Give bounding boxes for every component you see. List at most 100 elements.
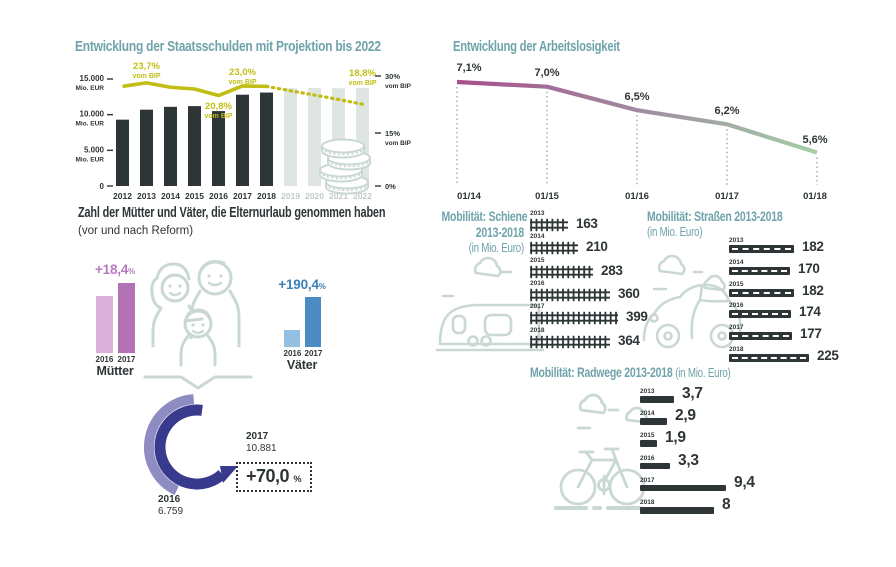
- bar-value: 177: [800, 326, 822, 342]
- mothers-label: Mütter: [96, 364, 134, 378]
- svg-text:vom BIP: vom BIP: [228, 79, 256, 86]
- road-bar: [729, 245, 794, 253]
- svg-text:Mio. EUR: Mio. EUR: [75, 85, 104, 92]
- debt-bar-2020: [308, 87, 321, 186]
- fathers-change-label: +190,4%: [278, 277, 326, 292]
- year-label: 2016: [530, 279, 545, 287]
- bike-row-2018: 2018 8: [640, 496, 731, 514]
- svg-text:15.000: 15.000: [80, 74, 105, 83]
- svg-text:20,8%: 20,8%: [205, 101, 232, 112]
- donut-arrowhead: [220, 466, 238, 483]
- bar-value: 182: [802, 239, 824, 254]
- debt-bar-2014: [164, 106, 177, 186]
- year-label: 2016: [729, 302, 744, 310]
- road-row-2017: 2017 177: [729, 324, 822, 341]
- rail-title-line1: Mobilität: Schiene: [441, 208, 528, 224]
- parental-leave-subtitle: (vor und nach Reform): [78, 225, 194, 237]
- mothers-change-label: +18,4%: [94, 262, 136, 277]
- svg-text:2017: 2017: [233, 191, 252, 201]
- bike-bar: [640, 440, 657, 447]
- bike-row-2017: 2017 9,4: [640, 474, 755, 492]
- unemployment-chart-title: Entwicklung der Arbeitslosigkeit: [453, 38, 620, 55]
- bar-value: 283: [601, 262, 623, 278]
- svg-text:2012: 2012: [113, 191, 132, 201]
- svg-text:0: 0: [100, 182, 105, 191]
- bike-row-2016: 2016 3,3: [640, 452, 699, 470]
- rail-row-2015: 2015 283: [530, 256, 623, 279]
- year-label: 2014: [530, 233, 545, 241]
- year-label: 2015: [640, 432, 655, 440]
- rail-row-2014: 2014 210: [530, 233, 608, 255]
- bar-value: 210: [586, 239, 608, 255]
- debt-chart-section: Entwicklung der Staatsschulden mit Proje…: [75, 38, 415, 206]
- parental-leave-section: Zahl der Mütter und Väter, die Elternurl…: [78, 205, 418, 550]
- bar-value: 8: [722, 496, 731, 513]
- svg-text:0%: 0%: [385, 182, 396, 191]
- bar-value: 225: [817, 348, 839, 363]
- bar-value: 1,9: [665, 429, 686, 447]
- debt-bar-2018: [260, 92, 273, 186]
- debt-bar-2012: [116, 119, 129, 186]
- svg-text:2015: 2015: [185, 191, 204, 201]
- train-icon: [435, 256, 545, 352]
- mothers-bar-2016: [95, 296, 113, 353]
- rail-row-2018: 2018 364: [530, 326, 640, 349]
- svg-text:vom BIP: vom BIP: [204, 113, 232, 120]
- bar-value: 364: [618, 332, 640, 348]
- svg-text:Mio. EUR: Mio. EUR: [75, 121, 104, 128]
- parental-leave-title: Zahl der Mütter und Väter, die Elternurl…: [78, 205, 386, 221]
- bar-value: 3,3: [678, 451, 699, 469]
- svg-text:2019: 2019: [281, 191, 300, 201]
- svg-text:01/17: 01/17: [715, 191, 739, 202]
- bike-bar: [640, 396, 674, 403]
- road-title-unit: (in Mio. Euro): [647, 224, 703, 239]
- year-label: 2015: [530, 256, 545, 264]
- svg-text:23,7%: 23,7%: [133, 61, 160, 72]
- donut-change-box: +70,0 %: [236, 462, 312, 492]
- svg-text:2021: 2021: [329, 191, 348, 201]
- donut-2016-label: 2016 6.759: [158, 494, 184, 517]
- svg-text:7,1%: 7,1%: [456, 62, 481, 74]
- year-label: 2018: [530, 326, 545, 334]
- unemployment-chart: 7,1% 7,0% 6,5% 6,2% 5,6% 01/14 01/15 01/16 01/17…: [456, 62, 828, 202]
- svg-text:5,6%: 5,6%: [802, 134, 827, 146]
- bike-bar: [640, 484, 726, 492]
- svg-text:7,0%: 7,0%: [534, 67, 559, 79]
- donut-arc-2017: [154, 404, 226, 490]
- bar-value: 399: [626, 309, 648, 325]
- road-row-2018: 2018 225: [729, 346, 839, 363]
- bike-row-2014: 2014 2,9: [640, 407, 696, 425]
- road-bar: [729, 332, 792, 341]
- family-icon: [143, 259, 253, 390]
- debt-bar-2015: [188, 106, 201, 186]
- fathers-bar-2017: [304, 297, 321, 347]
- year-label: 2014: [729, 258, 744, 266]
- donut-arc-2016: [144, 394, 195, 496]
- year-label: 2014: [640, 410, 655, 418]
- svg-text:2013: 2013: [137, 191, 156, 201]
- year-label: 2017: [729, 324, 744, 332]
- svg-text:5.000: 5.000: [84, 145, 105, 154]
- svg-text:15%: 15%: [385, 129, 400, 138]
- year-label: 2018: [729, 346, 744, 353]
- year-label: 2013: [530, 210, 545, 217]
- svg-text:01/16: 01/16: [625, 191, 649, 202]
- mothers-bars: [84, 283, 146, 353]
- bar-value: 163: [576, 216, 598, 231]
- svg-text:2022: 2022: [353, 191, 372, 201]
- mothers-bar-2017: [117, 283, 135, 353]
- road-bar: [729, 354, 809, 362]
- svg-text:vom BIP: vom BIP: [132, 73, 160, 80]
- debt-bar-2017: [236, 94, 249, 186]
- year-label: 2013: [640, 388, 655, 395]
- svg-text:01/18: 01/18: [803, 191, 827, 202]
- bike-bar: [640, 507, 714, 514]
- svg-text:30%: 30%: [385, 72, 400, 81]
- bar-value: 182: [802, 282, 824, 298]
- bike-bar: [640, 462, 670, 470]
- fathers-bars: [271, 297, 333, 347]
- bike-row-2013: 2013 3,7: [640, 385, 703, 403]
- bar-value: 9,4: [734, 473, 755, 491]
- debt-chart-title: Entwicklung der Staatsschulden mit Proje…: [75, 38, 381, 55]
